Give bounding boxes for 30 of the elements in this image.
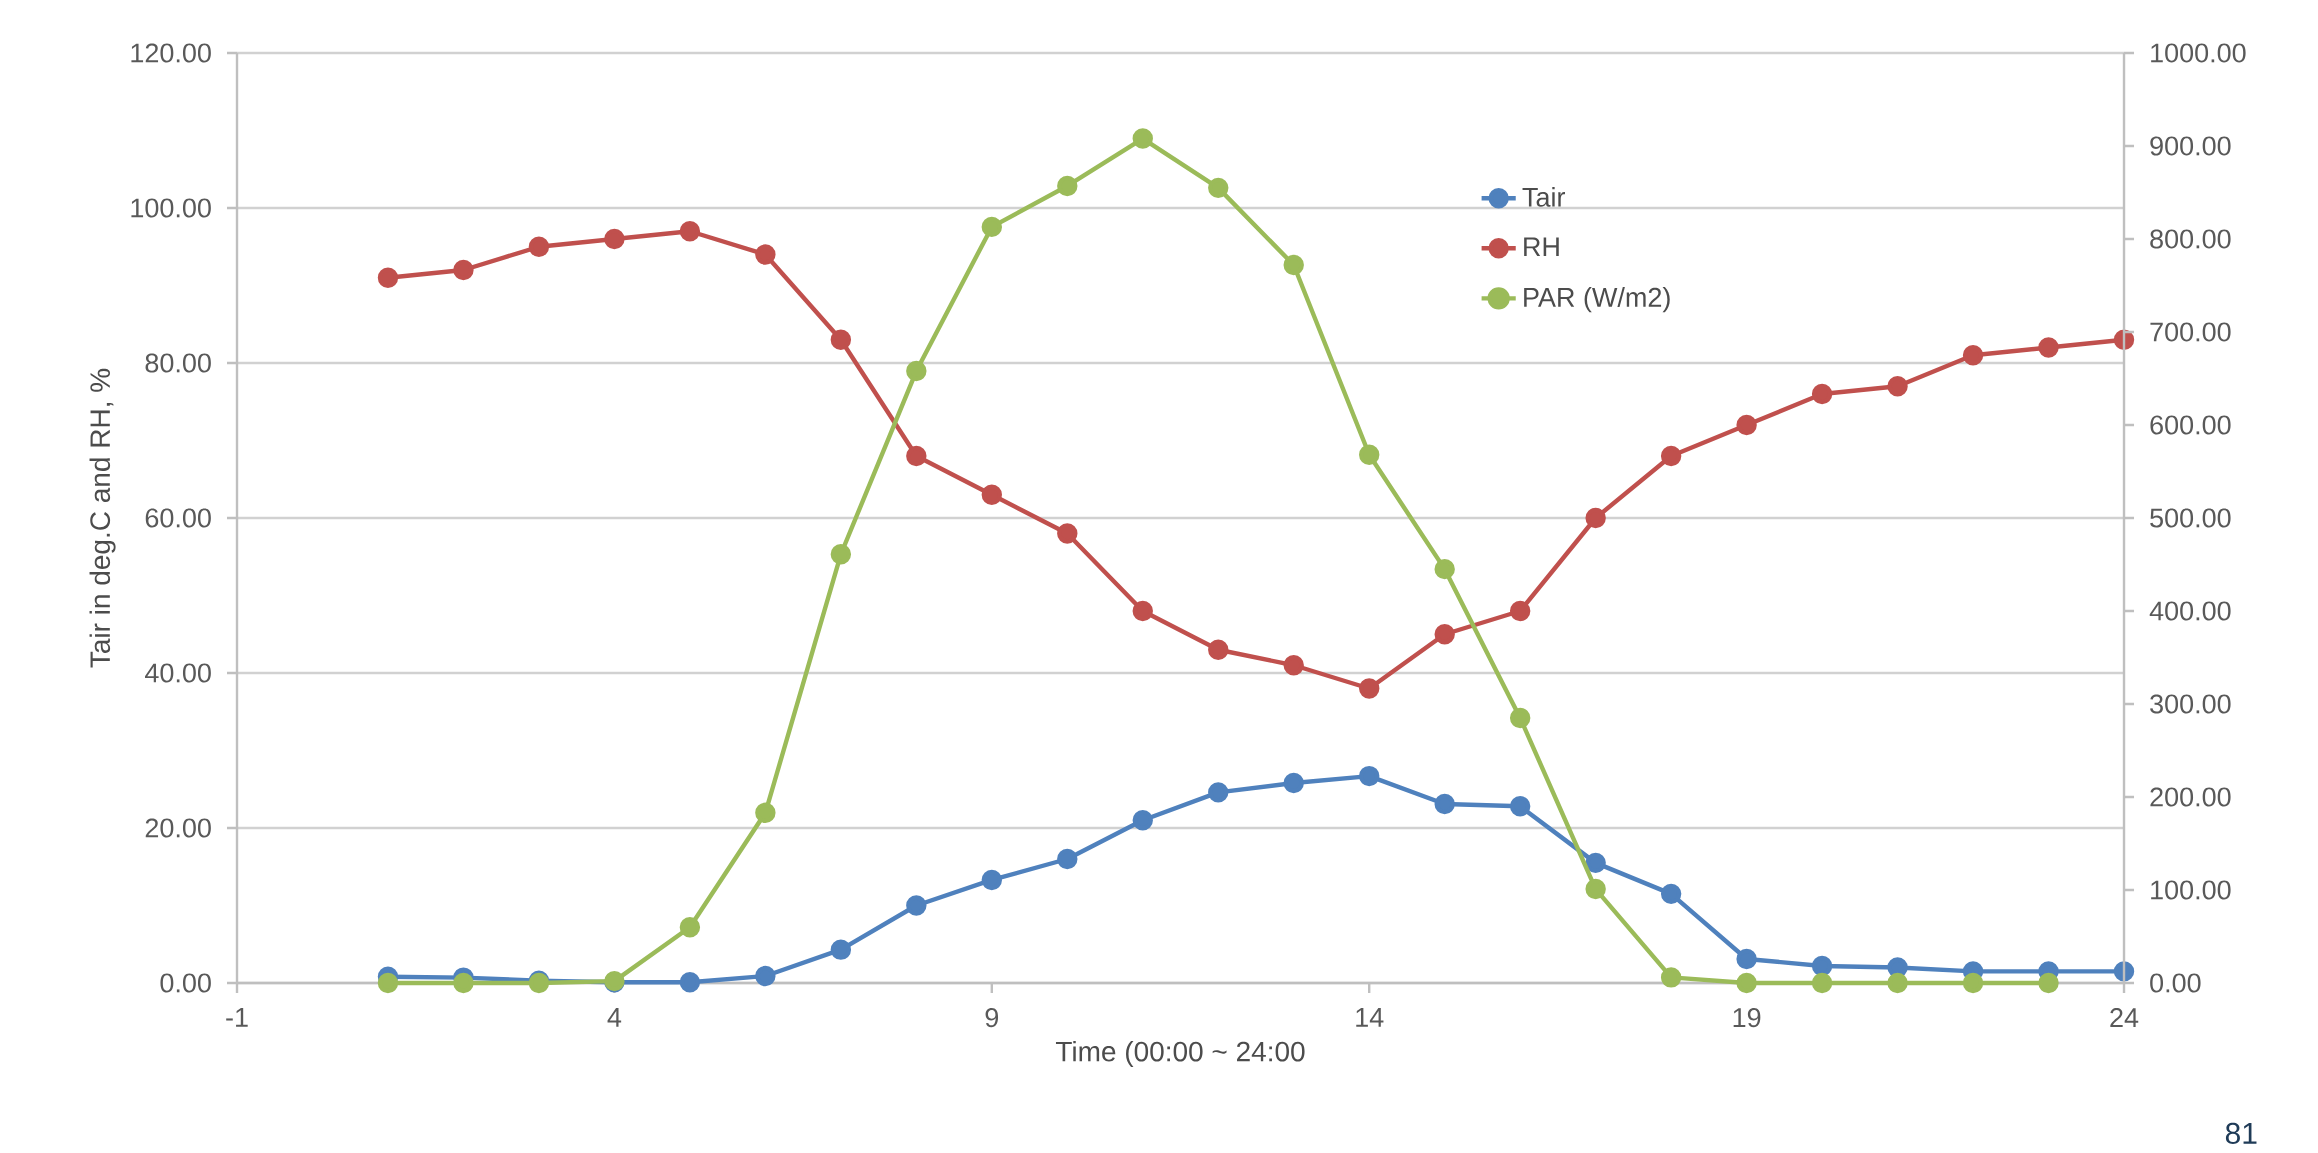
x-axis-title: Time (00:00 ~ 24:00 — [1055, 1040, 1305, 1068]
y-axis-title: Tair in deg.C and RH, % — [89, 368, 116, 668]
y2-tick-label: 700.00 — [2150, 322, 2231, 342]
legend-label: PAR (W/m2) — [1524, 287, 1670, 313]
y2-tick-label: 200.00 — [2150, 787, 2231, 807]
legend-label: Tair — [1522, 186, 1565, 207]
y-tick-label: 80.00 — [145, 353, 211, 373]
y-tick-label: 0.00 — [160, 973, 211, 993]
x-tick-label: 9 — [985, 1008, 999, 1028]
y-tick-label: 120.00 — [131, 43, 211, 63]
y2-tick-label: 400.00 — [2149, 601, 2231, 621]
y2-tick-label: 600.00 — [2150, 415, 2231, 435]
y2-tick-label: 1000.00 — [2151, 43, 2246, 63]
y-tick-label: 40.00 — [145, 663, 211, 683]
y-tick-label: 60.00 — [145, 508, 211, 528]
text: 81 — [2225, 1122, 2257, 1144]
x-tick-label: 24 — [2110, 1008, 2139, 1027]
legend-label: RH — [1524, 237, 1559, 257]
y2-tick-label: 300.00 — [2150, 694, 2231, 714]
x-tick-label: 14 — [1356, 1008, 1384, 1027]
y-tick-label: 20.00 — [145, 818, 211, 838]
y2-tick-label: 900.00 — [2150, 136, 2231, 156]
x-tick-label: -1 — [226, 1008, 248, 1027]
x-tick-label: 19 — [1733, 1008, 1761, 1028]
y2-tick-label: 800.00 — [2150, 229, 2231, 249]
y2-tick-label: 0.00 — [2150, 973, 2201, 993]
x-tick-label: 4 — [607, 1008, 622, 1027]
y2-tick-label: 500.00 — [2150, 508, 2231, 528]
y-tick-label: 100.00 — [131, 198, 211, 218]
y2-tick-label: 100.00 — [2151, 880, 2231, 900]
